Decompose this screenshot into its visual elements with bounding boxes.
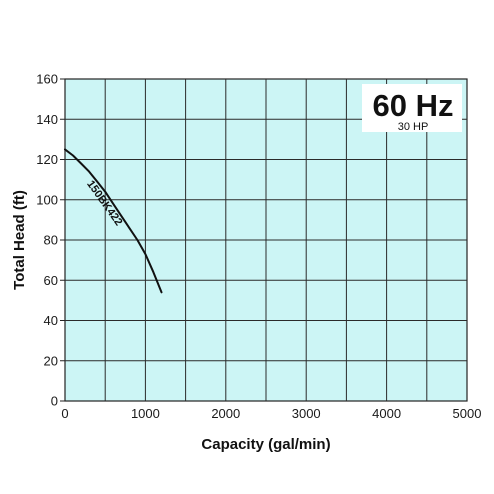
x-axis-ticks: 0 1000 2000 3000 4000 5000 [61,406,481,421]
x-tick-label: 2000 [211,406,240,421]
y-tick-label: 20 [44,353,58,368]
y-axis-ticks: 0 20 40 60 80 100 120 140 160 [36,72,65,409]
y-tick-label: 80 [44,233,58,248]
y-tick-label: 120 [36,152,58,167]
y-axis-title: Total Head (ft) [11,190,28,290]
x-tick-label: 0 [61,406,68,421]
frequency-title: 60 Hz [373,88,454,123]
y-tick-label: 0 [51,394,58,409]
x-tick-label: 1000 [131,406,160,421]
y-tick-label: 160 [36,72,58,87]
x-tick-label: 5000 [453,406,482,421]
grid [65,79,467,401]
y-tick-label: 140 [36,112,58,127]
x-tick-label: 3000 [292,406,321,421]
title-box-background [362,84,462,132]
y-tick-label: 40 [44,313,58,328]
series-line-150bk422 [64,148,163,294]
title-box: 60 Hz 30 HP [362,84,462,133]
horsepower-label: 30 HP [398,121,429,133]
y-tick-label: 100 [36,192,58,207]
x-tick-label: 4000 [372,406,401,421]
y-tick-label: 60 [44,273,58,288]
x-axis-title: Capacity (gal/min) [201,436,330,453]
